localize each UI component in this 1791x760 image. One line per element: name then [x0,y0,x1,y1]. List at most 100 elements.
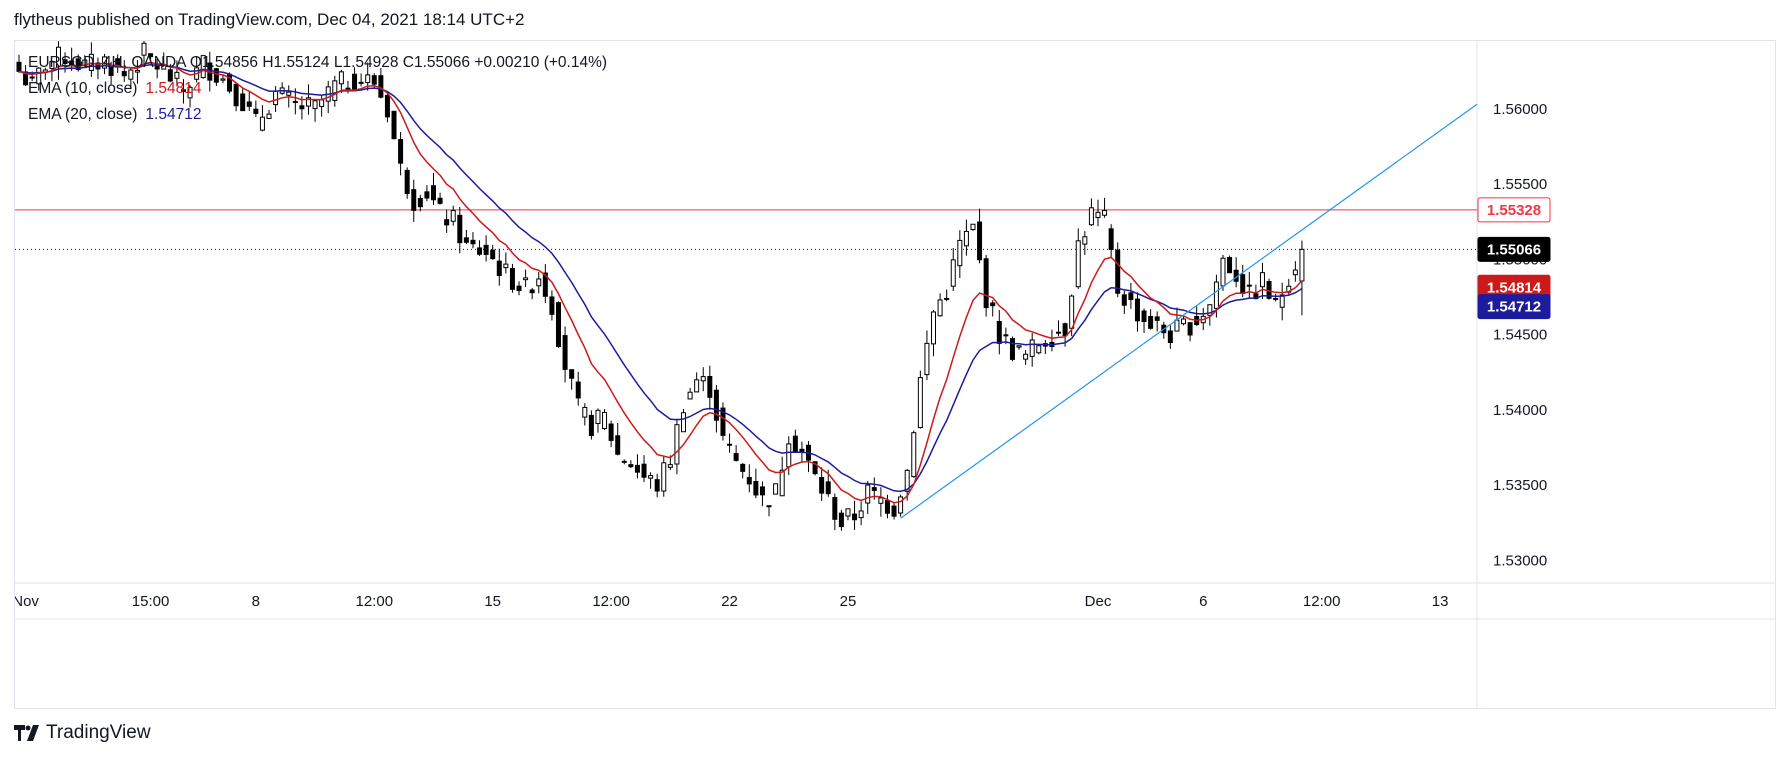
candle-body [49,60,55,69]
publisher-caption: flytheus published on TradingView.com, D… [14,10,525,29]
candle-body [365,74,371,84]
candle-body [69,60,75,66]
candle-body [865,484,871,504]
candle-body [1121,294,1127,306]
candle-body [628,464,634,468]
chart-frame[interactable]: 1.530001.535001.540001.545001.550001.555… [14,40,1776,709]
y-tick-label: 1.55500 [1493,176,1547,193]
candle-body [569,369,575,379]
candle-body [1187,322,1193,336]
candle-body [1062,323,1068,337]
candle-body [687,391,693,400]
candle-body [1299,248,1305,282]
candle-body [463,237,469,243]
candle-body [391,110,397,140]
candle-body [240,93,246,112]
candle-body [595,409,601,424]
candle-body [648,475,654,479]
candle-body [299,105,305,110]
legend-ema20-label: EMA (20, close) [28,106,138,123]
legend-ema10-value: 1.54814 [145,80,202,97]
candle-body [509,268,515,290]
candle-body [832,497,838,520]
candle-body [200,55,206,79]
candle-body [898,496,904,514]
candle-body [1088,207,1094,226]
candle-body [430,185,436,201]
candle-body [88,53,94,72]
candle-body [470,239,476,245]
candle-body [602,411,608,429]
candle-body [16,61,22,72]
candle-body [1115,249,1121,294]
candle-body [253,108,259,114]
candle-body [1102,209,1108,216]
candle-body [852,513,858,521]
candle-body [812,461,818,475]
candle-body [1082,236,1088,245]
candle-body [1174,319,1180,332]
y-tick-label: 1.54500 [1493,327,1547,344]
candle-body [332,80,338,101]
price-label-ema20-box [1477,294,1551,320]
candle-body [384,94,390,118]
candle-body [871,487,877,491]
candle-body [213,68,219,83]
candle-body [305,97,311,107]
candle-body [825,481,831,495]
candle-body [1003,334,1009,337]
tradingview-logo[interactable]: TradingView [14,722,151,744]
candle-body [1227,257,1233,274]
candle-body [536,278,542,287]
candle-body [858,510,864,519]
candle-body [727,443,733,446]
x-tick-label: 25 [840,593,857,610]
candle-body [1240,274,1246,294]
price-label-resistance: 1.55328 [1487,202,1541,219]
candle-body [884,500,890,514]
legend-ohlc-text: EURSGD, 4H, OANDA O1.54856 H1.55124 L1.5… [28,54,608,71]
candle-body [588,414,594,436]
candle-body [273,90,279,106]
candle-body [233,83,239,107]
candle-body [220,78,226,81]
candle-body [1279,294,1285,308]
x-tick-label: 15 [484,593,501,610]
candlestick-chart[interactable]: 1.530001.535001.540001.545001.550001.555… [15,41,1775,708]
candle-body [542,272,548,297]
candle-body [1016,345,1022,348]
candle-body [62,59,68,65]
legend-ema20-value: 1.54712 [145,106,202,123]
candle-body [773,483,779,495]
candle-body [450,209,456,222]
candle-body [1292,269,1298,276]
price-label-ema20: 1.54712 [1487,299,1541,316]
candle-body [904,469,910,492]
candle-body [661,462,667,492]
candle-body [779,469,785,497]
candle-body [490,249,496,260]
candle-body [1029,339,1035,357]
candle-body [496,260,502,276]
candle-body [187,86,193,99]
candle-body [549,296,555,315]
candle-body [615,435,621,455]
candle-body [259,116,265,131]
candle-body [1246,284,1252,287]
candle-body [352,73,358,91]
candle-body [819,477,825,494]
candle-body [680,412,686,433]
candle-body [641,463,647,478]
legend-ema10[interactable]: EMA (10, close) 1.54814 [28,80,201,98]
candle-body [924,342,930,376]
legend-ema10-label: EMA (10, close) [28,80,138,97]
candle-body [700,376,706,382]
candle-body [292,100,298,103]
candle-body [983,258,989,309]
candle-body [36,67,42,85]
legend-ema20[interactable]: EMA (20, close) 1.54712 [28,106,201,124]
candle-body [674,424,680,465]
candle-body [694,379,700,393]
candle-body [766,505,772,508]
candle-body [148,53,154,58]
